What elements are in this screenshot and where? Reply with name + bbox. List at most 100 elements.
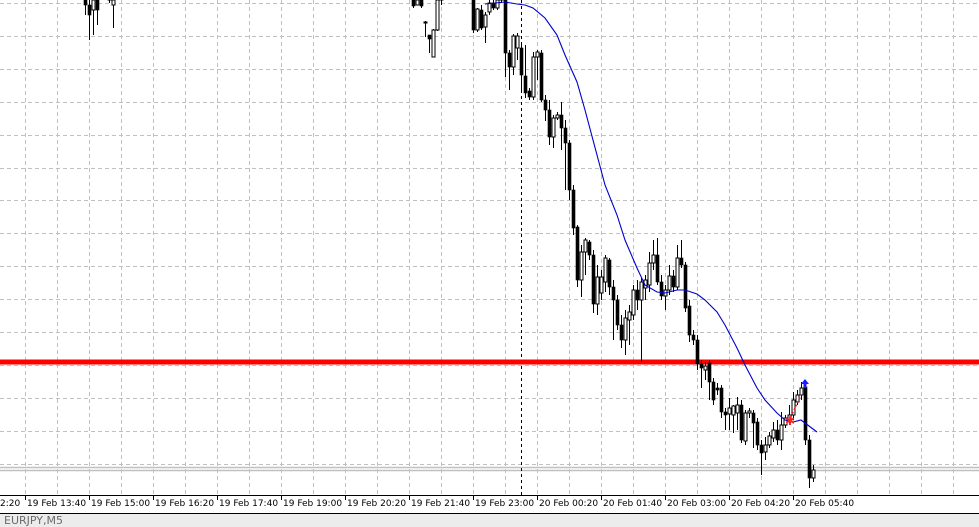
axis-tick bbox=[345, 496, 346, 500]
trade-link-line bbox=[788, 394, 802, 422]
candle-bullish bbox=[647, 262, 652, 286]
candle-bullish bbox=[703, 365, 708, 371]
buy-arrow-icon bbox=[801, 379, 809, 388]
candle-bearish bbox=[507, 52, 512, 68]
candle-bullish bbox=[535, 51, 540, 58]
price-lines bbox=[0, 0, 979, 495]
chart-tab-eurjpy-m5[interactable]: EURJPY,M5 bbox=[4, 514, 63, 527]
candle-bullish bbox=[595, 276, 600, 305]
candle-bullish bbox=[767, 435, 772, 446]
candle-bearish bbox=[679, 257, 684, 266]
time-axis: 2:20 19 Feb 13:40 19 Feb 15:00 19 Feb 16:20… bbox=[0, 495, 979, 514]
axis-tick bbox=[601, 496, 602, 500]
candle-bearish bbox=[411, 0, 416, 7]
candle-bearish bbox=[427, 34, 432, 40]
moving-average-line bbox=[484, 1, 818, 433]
candle-bullish bbox=[783, 417, 788, 426]
time-axis-label: 20 Feb 04:20 bbox=[731, 499, 791, 509]
candle-bearish bbox=[83, 0, 88, 6]
candle-bullish bbox=[763, 444, 768, 453]
candle-bearish bbox=[547, 109, 552, 138]
candle-bullish bbox=[675, 257, 680, 288]
time-axis-label: 19 Feb 21:40 bbox=[411, 499, 471, 509]
time-axis-label: 20 Feb 00:20 bbox=[539, 499, 599, 509]
candle-bearish bbox=[655, 254, 660, 283]
axis-tick bbox=[89, 496, 90, 500]
candle-bullish bbox=[627, 311, 632, 321]
time-axis-label: 20 Feb 01:40 bbox=[603, 499, 663, 509]
candle-bullish bbox=[583, 239, 588, 253]
time-axis-label: 19 Feb 23:00 bbox=[475, 499, 535, 509]
candle-bearish bbox=[687, 305, 692, 336]
time-axis-label: 19 Feb 17:40 bbox=[219, 499, 279, 509]
candle-bearish bbox=[519, 47, 524, 76]
candle-bullish bbox=[743, 412, 748, 442]
candlestick-chart[interactable]: ✱ bbox=[0, 0, 979, 495]
candle-bullish bbox=[799, 387, 804, 396]
candle-bearish bbox=[503, 0, 508, 54]
candle-bearish bbox=[759, 444, 764, 454]
candle-bullish bbox=[603, 257, 608, 283]
candle-bearish bbox=[719, 387, 724, 413]
candle-bullish bbox=[811, 469, 816, 479]
candle-bullish bbox=[111, 0, 116, 6]
candle-bearish bbox=[691, 334, 696, 341]
candle-bearish bbox=[563, 127, 568, 144]
trade-markers: ✱ bbox=[785, 379, 809, 428]
candle-bullish bbox=[555, 114, 560, 119]
candle-bullish bbox=[475, 8, 480, 31]
candle-bearish bbox=[571, 189, 576, 229]
candle-bullish bbox=[511, 35, 516, 68]
axis-tick bbox=[409, 496, 410, 500]
time-axis-label: 19 Feb 15:00 bbox=[91, 499, 151, 509]
candles bbox=[83, 0, 816, 488]
candle-bearish bbox=[711, 381, 716, 401]
candle-bullish bbox=[779, 424, 784, 441]
time-axis-label: 20 Feb 03:00 bbox=[667, 499, 727, 509]
candle-bearish bbox=[707, 362, 712, 383]
candle-bearish bbox=[659, 281, 664, 297]
candle-bearish bbox=[559, 114, 564, 129]
candle-bearish bbox=[671, 275, 676, 288]
candle-bearish bbox=[615, 299, 620, 326]
axis-tick bbox=[537, 496, 538, 500]
candle-bullish bbox=[423, 21, 428, 24]
axis-tick bbox=[473, 496, 474, 500]
candle-bearish bbox=[543, 99, 548, 111]
axis-tick bbox=[153, 496, 154, 500]
candle-bearish bbox=[751, 412, 756, 424]
candle-bearish bbox=[755, 421, 760, 446]
candle-bearish bbox=[523, 75, 528, 94]
time-axis-label: 19 Feb 20:20 bbox=[347, 499, 407, 509]
axis-tick bbox=[25, 496, 26, 500]
candle-bearish bbox=[699, 363, 704, 369]
time-axis-label: 19 Feb 19:00 bbox=[283, 499, 343, 509]
candle-bearish bbox=[807, 439, 812, 479]
candle-bearish bbox=[619, 324, 624, 341]
candle-bearish bbox=[419, 0, 424, 7]
candle-bullish bbox=[551, 117, 556, 138]
candle-bullish bbox=[435, 0, 440, 31]
candle-bullish bbox=[747, 410, 752, 414]
time-axis-label: 19 Feb 16:20 bbox=[155, 499, 215, 509]
candle-bullish bbox=[487, 2, 492, 13]
candle-bearish bbox=[87, 4, 92, 16]
candle-bullish bbox=[771, 429, 776, 439]
candle-bearish bbox=[471, 0, 476, 31]
axis-tick bbox=[729, 496, 730, 500]
candle-bullish bbox=[623, 317, 628, 341]
candle-bullish bbox=[415, 0, 420, 6]
axis-tick bbox=[793, 496, 794, 500]
candle-bullish bbox=[735, 404, 740, 414]
candle-bearish bbox=[575, 226, 580, 281]
candle-bearish bbox=[715, 387, 720, 391]
candle-bearish bbox=[635, 289, 640, 301]
trade-entry-icon: ✱ bbox=[785, 414, 795, 428]
time-axis-label: 2:20 bbox=[0, 499, 21, 509]
candle-bullish bbox=[731, 405, 736, 416]
candle-bearish bbox=[567, 142, 572, 191]
candle-bearish bbox=[611, 286, 616, 301]
candle-bullish bbox=[91, 0, 96, 11]
candle-bullish bbox=[431, 29, 436, 58]
candle-bearish bbox=[587, 241, 592, 256]
